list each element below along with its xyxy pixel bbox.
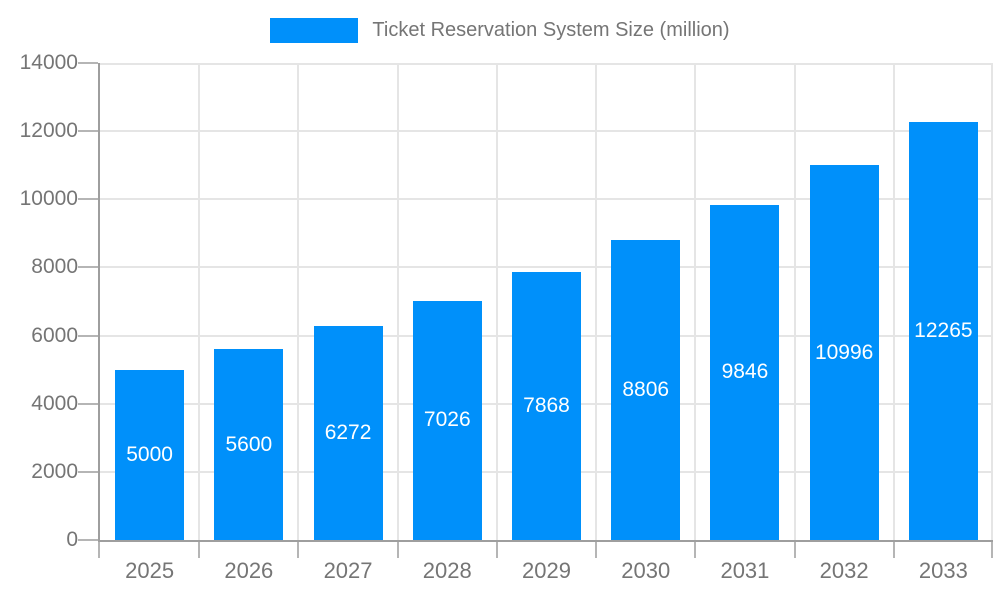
bar[interactable]	[313, 326, 383, 540]
bar[interactable]	[115, 369, 185, 540]
v-gridline	[793, 63, 796, 540]
y-axis-tick	[78, 402, 98, 405]
v-gridline	[694, 63, 697, 540]
v-gridline	[198, 63, 201, 540]
y-axis-tick-label: 6000	[31, 323, 78, 347]
v-gridline	[396, 63, 399, 540]
y-axis-tick-label: 4000	[31, 391, 78, 415]
v-gridline	[595, 63, 598, 540]
h-gridline	[100, 198, 993, 201]
v-gridline	[297, 63, 300, 540]
y-axis-tick-label: 2000	[31, 459, 78, 483]
bar[interactable]	[809, 165, 879, 540]
y-axis-tick	[78, 334, 98, 337]
y-axis-tick-label: 14000	[19, 51, 78, 74]
x-axis-tick-label: 2028	[422, 558, 472, 583]
y-axis-tick-label: 12000	[19, 119, 78, 143]
y-axis-tick	[78, 130, 98, 133]
y-axis-tick	[78, 470, 98, 473]
y-axis-tick	[78, 198, 98, 201]
x-axis-tick-label: 2027	[323, 558, 373, 583]
x-axis-tick-label: 2033	[918, 558, 968, 583]
x-axis-tick	[694, 542, 697, 558]
x-axis-tick-label: 2031	[720, 558, 770, 583]
plot-area: 5000 5600 6272 7026 7868 8806 9846 10996 12265	[98, 63, 993, 542]
h-gridline	[100, 130, 993, 133]
y-axis-tick-label: 0	[66, 528, 78, 551]
x-axis-tick-label: 2030	[621, 558, 671, 583]
v-gridline	[495, 63, 498, 540]
x-axis-tick	[892, 542, 895, 558]
legend-series-label: Ticket Reservation System Size (million)	[372, 19, 730, 41]
y-axis-tick	[78, 62, 98, 64]
bar[interactable]	[412, 300, 482, 540]
legend-swatch	[270, 18, 359, 43]
bar[interactable]	[214, 349, 284, 540]
h-gridline	[100, 63, 993, 65]
x-axis-tick	[297, 542, 300, 558]
x-axis-tick-label: 2029	[522, 558, 571, 583]
x-axis-tick-label: 2025	[125, 558, 175, 583]
y-axis-tick	[78, 539, 98, 541]
h-gridline	[100, 266, 993, 269]
y-axis-tick	[78, 266, 98, 269]
bar[interactable]	[710, 204, 780, 540]
x-axis-tick	[595, 542, 598, 558]
v-gridline	[892, 63, 895, 540]
bar[interactable]	[611, 239, 681, 540]
v-gridline	[991, 63, 993, 540]
x-axis-tick	[396, 542, 399, 558]
y-axis-tick-label: 8000	[31, 255, 78, 279]
x-axis-tick	[98, 542, 100, 558]
x-axis-tick	[495, 542, 498, 558]
x-axis-tick	[793, 542, 796, 558]
y-axis-tick-label: 10000	[19, 187, 78, 211]
x-axis-tick-label: 2026	[224, 558, 274, 583]
legend: Ticket Reservation System Size (million)	[0, 18, 1000, 43]
x-axis-tick-label: 2032	[819, 558, 869, 583]
x-axis-tick	[198, 542, 201, 558]
bar[interactable]	[908, 122, 978, 540]
legend-item[interactable]: Ticket Reservation System Size (million)	[270, 18, 730, 43]
bar[interactable]	[512, 271, 581, 540]
x-axis-tick	[991, 542, 993, 558]
